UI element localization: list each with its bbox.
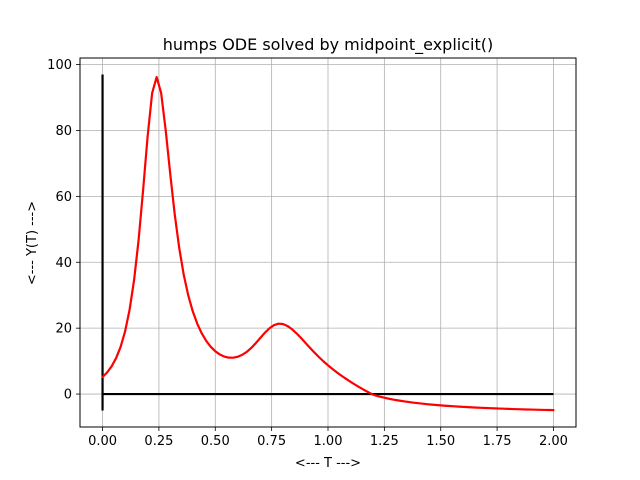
series-line [101, 76, 555, 412]
y-tick-label: 0 [64, 388, 72, 403]
x-tick-label: 1.50 [426, 434, 455, 449]
x-tick-label: 0.00 [88, 434, 117, 449]
grid [80, 58, 576, 427]
x-tick-label: 1.25 [370, 434, 399, 449]
y-tick-label: 60 [55, 190, 72, 205]
x-tick-label: 0.75 [257, 434, 286, 449]
y-tick-label: 40 [55, 256, 72, 271]
reference-lines [101, 74, 554, 411]
y-axis-label: <--- Y(T) ---> [25, 201, 40, 285]
y-tick-label: 20 [55, 322, 72, 337]
x-axis-ticks: 0.00 0.25 0.50 0.75 1.00 1.25 1.50 1.75 2.00 [88, 427, 568, 449]
x-tick-label: 0.50 [201, 434, 230, 449]
y-axis-ticks: 0 20 40 60 80 100 [47, 58, 80, 403]
x-tick-label: 1.00 [314, 434, 343, 449]
chart-title: humps ODE solved by midpoint_explicit() [163, 35, 493, 55]
x-axis-label: <--- T ---> [295, 456, 361, 471]
x-tick-label: 1.75 [483, 434, 512, 449]
series-layer [101, 76, 555, 412]
y-tick-label: 80 [55, 124, 72, 139]
y-tick-label: 100 [47, 58, 72, 73]
x-tick-label: 2.00 [539, 434, 568, 449]
x-tick-label: 0.25 [144, 434, 173, 449]
